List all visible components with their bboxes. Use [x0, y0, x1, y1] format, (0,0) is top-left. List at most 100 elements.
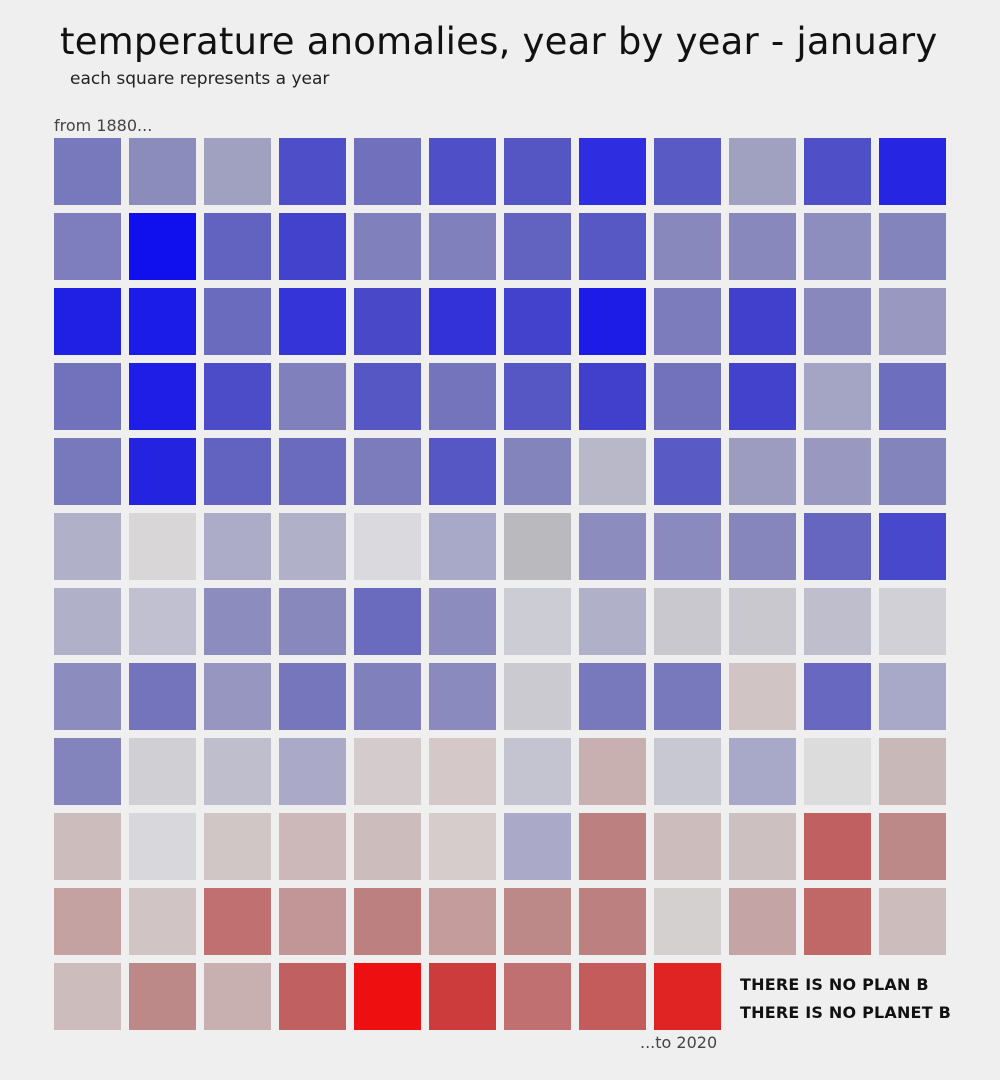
- year-square-1884: [354, 138, 421, 205]
- year-square-1888: [654, 138, 721, 205]
- year-square-1891: [879, 138, 946, 205]
- year-square-1890: [804, 138, 871, 205]
- year-square-1949: [729, 513, 796, 580]
- year-square-2005: [429, 888, 496, 955]
- year-square-1917: [129, 363, 196, 430]
- year-square-2019: [579, 963, 646, 1030]
- year-square-1994: [504, 813, 571, 880]
- year-square-2020: [654, 963, 721, 1030]
- year-square-1942: [204, 513, 271, 580]
- year-square-1896: [354, 213, 421, 280]
- year-square-1979: [279, 738, 346, 805]
- year-square-2015: [279, 963, 346, 1030]
- year-square-1991: [279, 813, 346, 880]
- year-square-2013: [129, 963, 196, 1030]
- year-square-1898: [504, 213, 571, 280]
- year-square-1882: [204, 138, 271, 205]
- chart-subtitle: each square represents a year: [70, 69, 330, 89]
- year-square-2004: [354, 888, 421, 955]
- year-square-1950: [804, 513, 871, 580]
- year-square-1998: [804, 813, 871, 880]
- year-square-1902: [804, 213, 871, 280]
- year-square-2002: [204, 888, 271, 955]
- year-square-1909: [429, 288, 496, 355]
- year-square-1951: [879, 513, 946, 580]
- year-square-1915: [879, 288, 946, 355]
- year-square-1976: [54, 738, 121, 805]
- year-square-1960: [654, 588, 721, 655]
- year-square-1965: [129, 663, 196, 730]
- year-square-1988: [54, 813, 121, 880]
- year-square-2011: [879, 888, 946, 955]
- year-square-1957: [429, 588, 496, 655]
- year-square-1982: [504, 738, 571, 805]
- year-square-1986: [804, 738, 871, 805]
- year-square-2000: [54, 888, 121, 955]
- year-square-1886: [504, 138, 571, 205]
- year-square-1973: [729, 663, 796, 730]
- year-square-1929: [129, 438, 196, 505]
- year-square-1996: [654, 813, 721, 880]
- year-square-1954: [204, 588, 271, 655]
- year-square-1900: [654, 213, 721, 280]
- year-square-1995: [579, 813, 646, 880]
- year-square-1905: [129, 288, 196, 355]
- year-square-1967: [279, 663, 346, 730]
- year-square-1938: [804, 438, 871, 505]
- year-square-2016: [354, 963, 421, 1030]
- year-square-1904: [54, 288, 121, 355]
- year-square-1987: [879, 738, 946, 805]
- year-square-1943: [279, 513, 346, 580]
- year-square-1934: [504, 438, 571, 505]
- year-square-2003: [279, 888, 346, 955]
- end-year-label: ...to 2020: [640, 1033, 718, 1052]
- year-square-1885: [429, 138, 496, 205]
- year-square-2017: [429, 963, 496, 1030]
- year-square-2006: [504, 888, 571, 955]
- year-square-1990: [204, 813, 271, 880]
- year-square-1992: [354, 813, 421, 880]
- year-square-1985: [729, 738, 796, 805]
- year-square-1941: [129, 513, 196, 580]
- year-square-1928: [54, 438, 121, 505]
- year-square-1930: [204, 438, 271, 505]
- year-square-1966: [204, 663, 271, 730]
- year-square-1958: [504, 588, 571, 655]
- year-square-1933: [429, 438, 496, 505]
- year-square-1923: [579, 363, 646, 430]
- year-square-1968: [354, 663, 421, 730]
- year-square-1894: [204, 213, 271, 280]
- year-square-1974: [804, 663, 871, 730]
- year-square-1940: [54, 513, 121, 580]
- year-square-1895: [279, 213, 346, 280]
- year-square-1893: [129, 213, 196, 280]
- year-square-1926: [804, 363, 871, 430]
- year-square-1997: [729, 813, 796, 880]
- year-square-1887: [579, 138, 646, 205]
- year-square-1922: [504, 363, 571, 430]
- year-square-1906: [204, 288, 271, 355]
- year-square-1899: [579, 213, 646, 280]
- year-square-1907: [279, 288, 346, 355]
- year-square-1980: [354, 738, 421, 805]
- year-square-1955: [279, 588, 346, 655]
- year-square-1993: [429, 813, 496, 880]
- year-square-1936: [654, 438, 721, 505]
- year-square-1939: [879, 438, 946, 505]
- year-square-1881: [129, 138, 196, 205]
- year-square-1916: [54, 363, 121, 430]
- year-square-1946: [504, 513, 571, 580]
- year-square-1975: [879, 663, 946, 730]
- start-year-label: from 1880...: [54, 116, 153, 135]
- year-square-1963: [879, 588, 946, 655]
- year-square-1914: [804, 288, 871, 355]
- year-square-1924: [654, 363, 721, 430]
- chart-title: temperature anomalies, year by year - ja…: [60, 20, 938, 63]
- year-square-1931: [279, 438, 346, 505]
- year-square-1971: [579, 663, 646, 730]
- year-square-1912: [654, 288, 721, 355]
- year-square-1908: [354, 288, 421, 355]
- year-square-2007: [579, 888, 646, 955]
- year-square-1903: [879, 213, 946, 280]
